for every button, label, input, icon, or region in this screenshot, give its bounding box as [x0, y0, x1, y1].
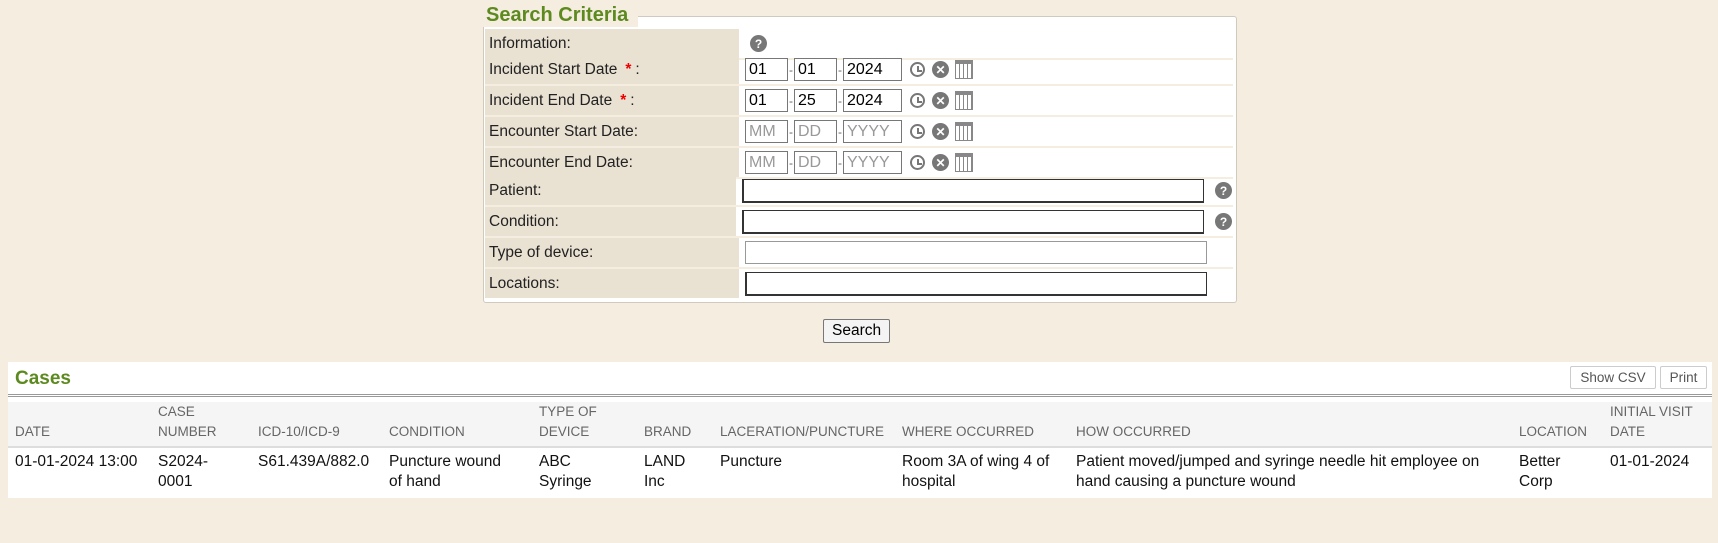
- incident-start-yyyy-input[interactable]: [843, 58, 902, 81]
- patient-label: Patient:: [485, 176, 736, 205]
- device-row: Type of device:: [485, 238, 1233, 269]
- condition-input[interactable]: [742, 209, 1204, 234]
- encounter-start-row: Encounter Start Date: - - ✕: [485, 117, 1233, 148]
- date-separator: -: [789, 62, 793, 77]
- help-icon[interactable]: ?: [1214, 212, 1233, 231]
- incident-end-dd-input[interactable]: [794, 89, 837, 112]
- incident-start-row: Incident Start Date*: - - ✕: [485, 55, 1233, 86]
- show-csv-button[interactable]: Show CSV: [1570, 366, 1656, 389]
- column-header: LOCATION: [1519, 424, 1588, 439]
- table-cell: S2024- 0001: [158, 453, 208, 490]
- encounter-start-mm-input[interactable]: [745, 120, 788, 143]
- incident-start-mm-input[interactable]: [745, 58, 788, 81]
- required-icon: *: [625, 60, 632, 78]
- locations-input[interactable]: [745, 271, 1207, 296]
- date-separator: -: [789, 124, 793, 139]
- device-label: Type of device:: [485, 238, 739, 267]
- encounter-end-row: Encounter End Date: - - ✕: [485, 148, 1233, 179]
- incident-end-label: Incident End Date *:: [485, 86, 739, 115]
- table-cell: Room 3A of wing 4 of hospital: [902, 453, 1050, 490]
- encounter-start-label: Encounter Start Date:: [485, 117, 739, 146]
- search-button[interactable]: Search: [823, 319, 891, 343]
- table-cell: LAND Inc: [644, 453, 686, 490]
- column-header: HOW OCCURRED: [1076, 424, 1191, 439]
- date-separator: -: [838, 155, 842, 170]
- calendar-icon[interactable]: [954, 91, 973, 110]
- column-header: CONDITION: [389, 424, 465, 439]
- table-cell: Puncture wound of hand: [389, 453, 502, 490]
- calendar-icon[interactable]: [954, 153, 973, 172]
- date-separator: -: [789, 93, 793, 108]
- table-cell: Puncture: [720, 453, 783, 470]
- table-cell: S61.439A/882.0: [258, 453, 370, 470]
- column-header: DATE: [15, 424, 51, 439]
- device-input[interactable]: [745, 241, 1207, 264]
- locations-label: Locations:: [485, 269, 739, 298]
- print-button[interactable]: Print: [1660, 366, 1707, 389]
- table-cell: Better Corp: [1519, 453, 1561, 490]
- column-header: TYPE OF DEVICE: [539, 404, 597, 439]
- table-cell: Patient moved/jumped and syringe needle …: [1076, 453, 1480, 490]
- encounter-end-dd-input[interactable]: [794, 151, 837, 174]
- incident-end-row: Incident End Date*: - - ✕: [485, 86, 1233, 117]
- date-separator: -: [838, 124, 842, 139]
- column-header: INITIAL VISIT DATE: [1610, 404, 1693, 439]
- clock-icon[interactable]: [908, 91, 927, 110]
- clock-icon[interactable]: [908, 153, 927, 172]
- calendar-icon[interactable]: [954, 60, 973, 79]
- date-separator: -: [838, 62, 842, 77]
- patient-input[interactable]: [742, 178, 1204, 203]
- incident-end-mm-input[interactable]: [745, 89, 788, 112]
- patient-row: Patient: ?: [485, 176, 1233, 207]
- encounter-start-dd-input[interactable]: [794, 120, 837, 143]
- condition-row: Condition: ?: [485, 207, 1233, 238]
- column-header: WHERE OCCURRED: [902, 424, 1035, 439]
- clear-icon[interactable]: ✕: [931, 60, 950, 79]
- table-cell: 01-01-2024 13:00: [15, 453, 138, 470]
- table-cell: 01-01-2024: [1610, 453, 1690, 470]
- clock-icon[interactable]: [908, 122, 927, 141]
- clear-icon[interactable]: ✕: [931, 91, 950, 110]
- column-header: ICD-10/ICD-9: [258, 424, 340, 439]
- search-criteria-title: Search Criteria: [483, 4, 639, 27]
- clock-icon[interactable]: [908, 60, 927, 79]
- column-header: CASE NUMBER: [158, 404, 217, 439]
- column-header: LACERATION/PUNCTURE: [720, 424, 885, 439]
- calendar-icon[interactable]: [954, 122, 973, 141]
- encounter-end-label: Encounter End Date:: [485, 148, 739, 177]
- condition-label: Condition:: [485, 207, 736, 236]
- required-icon: *: [620, 91, 627, 109]
- information-label: Information:: [485, 29, 739, 58]
- incident-end-yyyy-input[interactable]: [843, 89, 902, 112]
- column-header: BRAND: [644, 424, 692, 439]
- incident-start-dd-input[interactable]: [794, 58, 837, 81]
- clear-icon[interactable]: ✕: [931, 153, 950, 172]
- help-icon[interactable]: ?: [1214, 181, 1233, 200]
- date-separator: -: [838, 93, 842, 108]
- encounter-start-yyyy-input[interactable]: [843, 120, 902, 143]
- incident-start-label: Incident Start Date *:: [485, 55, 739, 84]
- table-header: [8, 402, 1712, 448]
- cases-title: Cases: [15, 368, 71, 389]
- encounter-end-yyyy-input[interactable]: [843, 151, 902, 174]
- encounter-end-mm-input[interactable]: [745, 151, 788, 174]
- divider: [8, 394, 1712, 397]
- cases-panel: Cases Show CSV Print DATE CASE NUMBER ICD-1…: [8, 362, 1712, 498]
- table-cell: ABC Syringe: [539, 453, 592, 490]
- date-separator: -: [789, 155, 793, 170]
- clear-icon[interactable]: ✕: [931, 122, 950, 141]
- help-icon[interactable]: ?: [749, 34, 768, 53]
- locations-row: Locations:: [485, 269, 1233, 298]
